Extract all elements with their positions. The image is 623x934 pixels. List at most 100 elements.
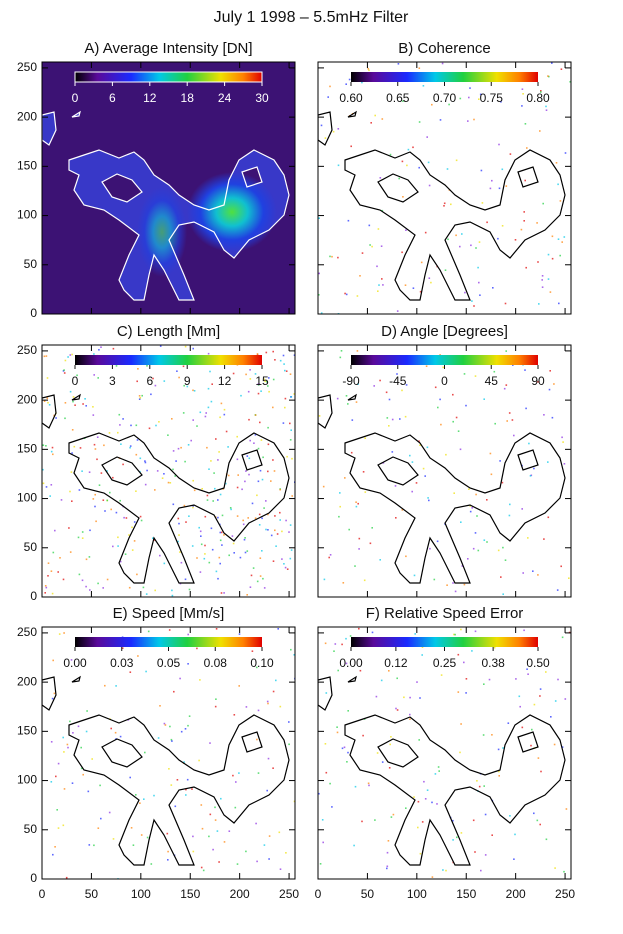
speckle xyxy=(483,683,485,685)
speckle xyxy=(557,183,559,186)
speckle xyxy=(172,450,175,452)
speckle xyxy=(180,730,183,733)
speckle xyxy=(121,647,124,649)
speckle xyxy=(532,570,534,572)
speckle xyxy=(100,817,102,820)
speckle xyxy=(236,863,239,865)
colorbar xyxy=(75,637,262,647)
speckle xyxy=(420,261,423,264)
speckle xyxy=(488,678,491,681)
speckle xyxy=(45,355,48,357)
speckle xyxy=(79,447,82,449)
speckle xyxy=(187,633,189,636)
speckle xyxy=(248,473,250,476)
speckle xyxy=(270,534,273,537)
speckle xyxy=(154,384,157,387)
speckle xyxy=(409,454,411,457)
speckle xyxy=(62,370,65,372)
speckle xyxy=(153,794,155,797)
speckle xyxy=(156,470,159,472)
speckle xyxy=(344,477,346,479)
speckle xyxy=(475,493,477,496)
speckle xyxy=(399,418,401,420)
speckle xyxy=(259,575,262,577)
speckle xyxy=(321,819,324,821)
speckle xyxy=(144,751,146,754)
speckle xyxy=(504,559,507,561)
speckle xyxy=(245,706,248,708)
speckle xyxy=(549,291,552,293)
speckle xyxy=(347,710,349,712)
speckle xyxy=(460,723,462,725)
speckle xyxy=(461,565,464,567)
speckle xyxy=(423,780,425,783)
speckle xyxy=(318,294,320,296)
speckle xyxy=(378,284,380,286)
speckle xyxy=(397,63,400,65)
speckle xyxy=(542,202,544,205)
speckle xyxy=(527,537,529,539)
speckle xyxy=(260,439,263,441)
speckle xyxy=(192,479,194,482)
y-tick-label: 50 xyxy=(24,540,38,554)
speckle xyxy=(56,809,58,811)
speckle xyxy=(553,383,555,385)
speckle xyxy=(268,858,270,860)
speckle xyxy=(519,705,521,708)
colorbar-label: 0.00 xyxy=(63,656,87,670)
speckle xyxy=(182,365,185,368)
speckle xyxy=(159,705,161,707)
speckle xyxy=(272,406,274,409)
speckle xyxy=(514,239,517,241)
speckle xyxy=(203,557,206,560)
speckle xyxy=(512,364,514,366)
colorbar-label: 0.65 xyxy=(386,91,410,105)
speckle xyxy=(355,401,358,403)
speckle xyxy=(92,414,95,416)
speckle xyxy=(541,275,544,277)
speckle xyxy=(85,585,87,588)
speckle xyxy=(459,245,461,248)
speckle xyxy=(256,494,258,497)
y-tick-label: 150 xyxy=(17,442,37,456)
speckle xyxy=(172,468,174,471)
speckle xyxy=(468,96,470,99)
speckle xyxy=(358,627,360,630)
speckle xyxy=(409,696,411,699)
speckle xyxy=(411,461,414,463)
speckle xyxy=(551,62,553,64)
speckle xyxy=(184,460,186,463)
speckle xyxy=(381,278,383,280)
speckle xyxy=(522,93,524,95)
speckle xyxy=(211,383,213,385)
speckle xyxy=(157,737,160,739)
colorbar xyxy=(351,72,538,82)
speckle xyxy=(539,130,541,132)
speckle xyxy=(62,578,65,581)
speckle xyxy=(371,527,373,529)
speckle xyxy=(475,247,477,249)
speckle xyxy=(117,431,119,434)
speckle xyxy=(109,491,111,494)
speckle xyxy=(562,441,564,443)
speckle xyxy=(140,834,143,836)
speckle xyxy=(375,695,378,698)
speckle xyxy=(272,767,274,769)
speckle xyxy=(418,739,420,741)
speckle xyxy=(238,633,241,635)
speckle xyxy=(100,472,103,474)
speckle xyxy=(106,499,109,502)
speckle xyxy=(415,482,418,484)
speckle xyxy=(450,203,452,206)
speckle xyxy=(505,384,508,386)
speckle xyxy=(281,558,283,560)
speckle xyxy=(174,805,177,808)
speckle xyxy=(137,655,139,657)
speckle xyxy=(288,743,290,746)
speckle xyxy=(483,785,485,787)
speckle xyxy=(319,863,322,865)
speckle xyxy=(78,489,81,491)
speckle xyxy=(439,398,441,401)
speckle xyxy=(324,642,327,645)
speckle xyxy=(387,840,390,842)
